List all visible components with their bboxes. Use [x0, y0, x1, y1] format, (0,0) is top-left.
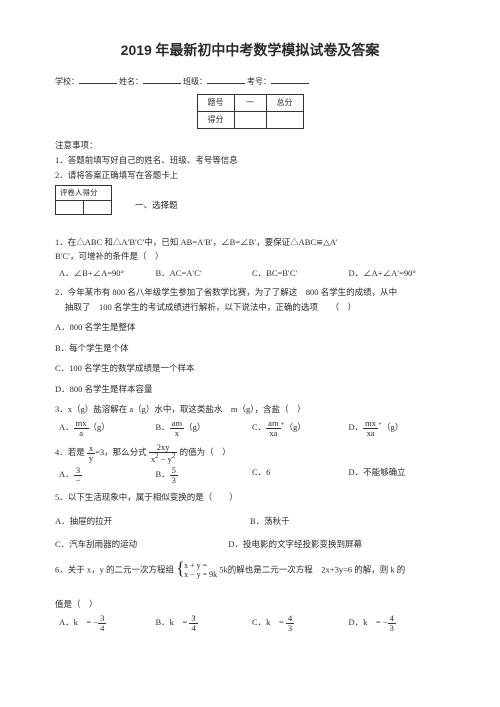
class-blank — [207, 74, 245, 84]
score-table: 题号 一 总分 得分 — [197, 94, 304, 129]
score-blank1 — [234, 112, 266, 129]
graders-table: 评卷人得分 — [55, 185, 112, 215]
score-h3: 总分 — [266, 95, 303, 112]
q6-c: C．k = 43 — [252, 614, 349, 632]
q2-line1: 2．今年某市有 800 名八年级学生参加了省数学比赛，为了了解这 800 名学生… — [55, 287, 397, 297]
q6-a: A．k = −34 — [59, 614, 156, 632]
q1-opts: A．∠B+∠A=90° B．AC=A′C′ C．BC=B′C′ D．∠A+∠A′… — [59, 267, 445, 280]
q6-val: 值是（ ） — [55, 597, 445, 611]
q2: 2．今年某市有 800 名八年级学生参加了省数学比赛，为了了解这 800 名学生… — [55, 285, 445, 314]
q2-a: A．800 名学生是整体 — [55, 320, 445, 334]
q1-line2: B′C′，可增补的条件是（ ） — [55, 251, 164, 261]
q2-b: B．每个学生是个体 — [55, 341, 445, 355]
q3: 3．x（g）盐溶解在 a（g）水中，取这类盐水 m（g），含盐（ ） — [55, 402, 445, 416]
page-title: 2019 年最新初中中考数学模拟试卷及答案 — [55, 40, 445, 62]
q2-d: D．800 名学生是样本容量 — [55, 382, 445, 396]
notes-title: 注意事项： — [55, 139, 445, 152]
score-h1: 题号 — [197, 95, 234, 112]
q6-d: D．k = −43 — [349, 614, 446, 632]
title-year: 2019 — [121, 42, 152, 58]
q4-opts: A．3− B．53 C．6 D．不能够确立 — [59, 466, 445, 484]
q1-c: C．BC=B′C′ — [252, 267, 349, 280]
graders-b1 — [56, 200, 84, 214]
q6-b: B．k = 34 — [156, 614, 253, 632]
q1-a: A．∠B+∠A=90° — [59, 267, 156, 280]
examno-label: 考号： — [247, 77, 271, 86]
q2-c: C．100 名学生的数学成绩是一个样本 — [55, 361, 445, 375]
q1-d: D．∠A+∠A′=90° — [349, 267, 446, 280]
school-blank — [79, 74, 117, 84]
q3-opts: A．mxa（g） B．amx（g） C．amxa+（g） D．mxxa+（g） — [59, 419, 445, 437]
q3-a: A．mxa（g） — [59, 419, 156, 437]
q3-b: B．amx（g） — [156, 419, 253, 437]
graders-b2 — [84, 200, 112, 214]
title-text: 年最新初中中考数学模拟试卷及答案 — [152, 44, 380, 59]
header-fields: 学校： 姓名： 班级： 考号： — [55, 74, 445, 88]
q6-opts: A．k = −34 B．k = 34 C．k = 43 D．k = −43 — [59, 614, 445, 632]
note-2: 2．请将答案正确填写在答题卡上 — [55, 169, 445, 182]
q6: 6．关于 x，y 的二元一次方程组 x + y = x − y = 9k 5k的… — [55, 561, 445, 580]
q5-d: D．投电影的文字经投影变换到屏幕 — [228, 537, 445, 551]
class-label: 班级： — [183, 77, 207, 86]
graders-head: 评卷人得分 — [56, 186, 112, 200]
examno-blank — [271, 74, 309, 84]
q5-b: B．荡秋千 — [250, 514, 445, 528]
q4-d: D．不能够确立 — [349, 466, 446, 484]
q5-row2: C．汽车刮雨器的运动 D．投电影的文字经投影变换到屏幕 — [55, 531, 445, 554]
name-blank — [143, 74, 181, 84]
q1: 1．在△ABC 和△A′B′C′中，已知 AB=A′B′，∠B=∠B′，要保证△… — [55, 235, 445, 264]
section-1: 一、选择题 — [55, 185, 445, 212]
score-h2: 一 — [234, 95, 266, 112]
score-blank2 — [266, 112, 303, 129]
q2-line2: 抽取了 100 名学生的考试成绩进行解析，以下说法中，正确的选项 （ ） — [55, 302, 356, 312]
name-label: 姓名： — [119, 77, 143, 86]
q5-c: C．汽车刮雨器的运动 — [55, 537, 228, 551]
q1-b: B．AC=A′C′ — [156, 267, 253, 280]
note-1: 1．答题前填写好自己的姓名、班级、考号等信息 — [55, 154, 445, 167]
q5-row1: A．抽屉的拉开 B．荡秋千 — [55, 508, 445, 531]
school-label: 学校： — [55, 77, 79, 86]
q5-a: A．抽屉的拉开 — [55, 514, 250, 528]
q5: 5．以下生活现象中，属于相似变换的是（ ） — [55, 490, 445, 504]
q4-b: B．53 — [156, 466, 253, 484]
q6-system: x + y = x − y = 9k — [176, 561, 217, 580]
q3-d: D．mxxa+（g） — [349, 419, 446, 437]
score-r2: 得分 — [197, 112, 234, 129]
q1-line1: 1．在△ABC 和△A′B′C′中，已知 AB=A′B′，∠B=∠B′，要保证△… — [55, 237, 338, 247]
q4: 4．若是 xy=3，那么分式 2xyx2 − y2 的值为（ ） — [55, 443, 445, 463]
q4-c: C．6 — [252, 466, 349, 484]
q3-c: C．amxa+（g） — [252, 419, 349, 437]
q4-a: A．3− — [59, 466, 156, 484]
